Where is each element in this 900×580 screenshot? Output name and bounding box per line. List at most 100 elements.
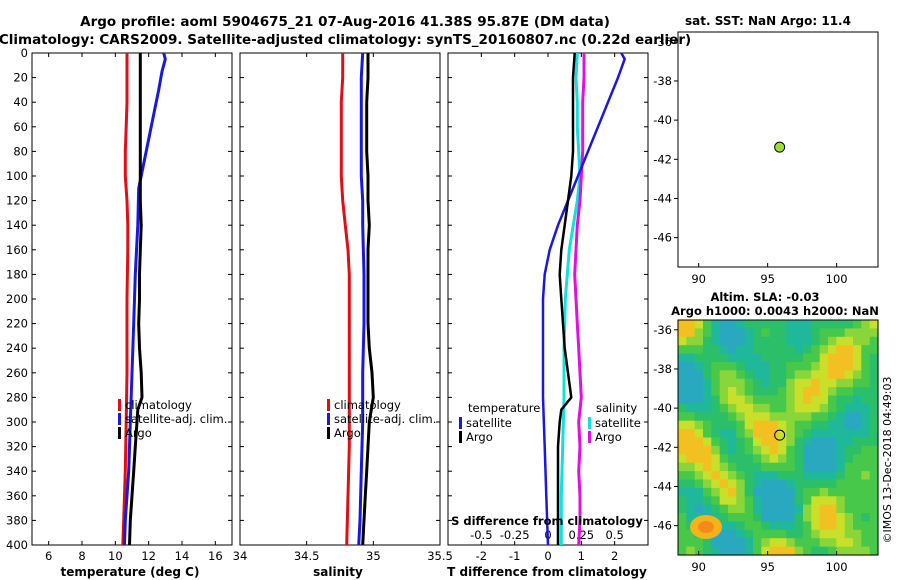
- legend-title-salinity: salinity: [596, 401, 637, 415]
- sla-map-xtick-label: 100: [826, 560, 848, 574]
- sla-cell: [819, 345, 829, 355]
- sla-cell: [819, 328, 829, 338]
- legend-swatch: [118, 399, 121, 411]
- legend-swatch: [459, 417, 462, 429]
- sla-cell: [711, 471, 721, 481]
- sla-cell: [769, 370, 779, 380]
- sla-cell: [744, 328, 754, 338]
- sla-cell: [794, 320, 804, 329]
- sla-cell: [753, 546, 762, 556]
- sla-cell: [844, 454, 854, 464]
- sla-cell: [761, 328, 771, 338]
- sla-cell: [844, 395, 854, 405]
- sla-cell: [828, 454, 837, 464]
- sla-cell: [828, 529, 837, 539]
- sla-cell: [753, 429, 762, 439]
- difference-xtick-label: -1: [509, 549, 520, 563]
- sla-cell: [711, 479, 721, 489]
- sla-cell: [753, 437, 762, 447]
- sla-cell: [828, 479, 837, 489]
- sla-cell: [728, 336, 737, 346]
- sla-cell: [803, 496, 812, 506]
- sla-cell: [803, 462, 812, 472]
- depth-tick-label: 240: [6, 341, 28, 355]
- sla-cell: [836, 504, 846, 514]
- difference-series-line: [573, 53, 586, 546]
- sla-cell: [786, 445, 796, 455]
- sla-cell: [744, 353, 754, 363]
- sla-cell: [769, 437, 779, 447]
- sla-cell: [753, 529, 762, 539]
- sla-cell: [819, 521, 829, 531]
- sla-cell: [844, 546, 854, 556]
- sla-cell: [728, 353, 737, 363]
- sla-cell: [736, 429, 746, 439]
- sla-cell: [836, 362, 846, 371]
- sla-cell: [728, 328, 737, 338]
- sla-cell: [703, 437, 712, 447]
- sla-cell: [678, 529, 687, 539]
- sla-cell: [728, 496, 737, 506]
- sla-cell: [736, 353, 746, 363]
- temperature-xtick-label: 10: [108, 549, 123, 563]
- sla-cell: [794, 454, 804, 464]
- sla-cell: [678, 521, 687, 531]
- sla-cell: [828, 504, 837, 514]
- sla-cell: [703, 538, 712, 548]
- sla-cell: [786, 479, 796, 489]
- sla-cell: [778, 496, 787, 506]
- sla-cell: [744, 496, 754, 506]
- sla-cell: [819, 496, 829, 506]
- sla-cell: [736, 538, 746, 548]
- sla-cell: [853, 403, 862, 413]
- salinity-series-line: [357, 52, 366, 546]
- sla-cell: [769, 395, 779, 405]
- sla-cell: [678, 538, 687, 548]
- sla-cell: [844, 479, 854, 489]
- temperature-xtick-label: 12: [141, 549, 156, 563]
- sla-cell: [769, 429, 779, 439]
- sst-map-ytick-label: -42: [653, 152, 672, 166]
- sla-cell: [803, 471, 812, 481]
- sla-cell: [761, 538, 771, 548]
- sla-cell: [853, 454, 862, 464]
- sla-cell: [694, 445, 704, 455]
- sla-cell: [786, 454, 796, 464]
- sla-cell: [869, 320, 879, 329]
- sla-cell: [811, 328, 821, 338]
- sla-cell: [728, 420, 737, 430]
- sla-cell: [686, 429, 696, 439]
- sla-cell: [778, 471, 787, 481]
- sla-cell: [753, 496, 762, 506]
- sla-cell: [861, 513, 871, 522]
- sla-cell: [836, 378, 846, 388]
- sla-cell: [686, 487, 696, 497]
- sla-cell: [836, 496, 846, 506]
- sla-cell: [853, 429, 862, 439]
- sla-cell: [778, 513, 787, 522]
- sla-cell: [728, 546, 737, 556]
- sla-cell: [694, 454, 704, 464]
- legend-label: climatology: [334, 398, 401, 412]
- sla-cell: [819, 487, 829, 497]
- temperature-panel: 0 20 40 60 80 100 120 140 160 180 200 220 240 260 280 3…: [6, 46, 233, 563]
- sla-cell: [819, 420, 829, 430]
- depth-tick-label: 140: [6, 218, 28, 232]
- sla-cell: [853, 395, 862, 405]
- sla-cell: [686, 513, 696, 522]
- sla-cell: [719, 429, 729, 439]
- sla-cell: [703, 412, 712, 422]
- sla-cell: [686, 420, 696, 430]
- sla-cell: [678, 487, 687, 497]
- sla-cell: [769, 412, 779, 422]
- sla-map-ytick-label: -44: [653, 479, 672, 493]
- sla-cell: [828, 445, 837, 455]
- sla-cell: [744, 529, 754, 539]
- sla-cell: [761, 462, 771, 472]
- sla-cell: [844, 370, 854, 380]
- sla-cell: [769, 462, 779, 472]
- sla-cell: [778, 546, 787, 556]
- sla-map-frame: [677, 319, 879, 556]
- sla-cell: [736, 320, 746, 329]
- sla-cell: [786, 403, 796, 413]
